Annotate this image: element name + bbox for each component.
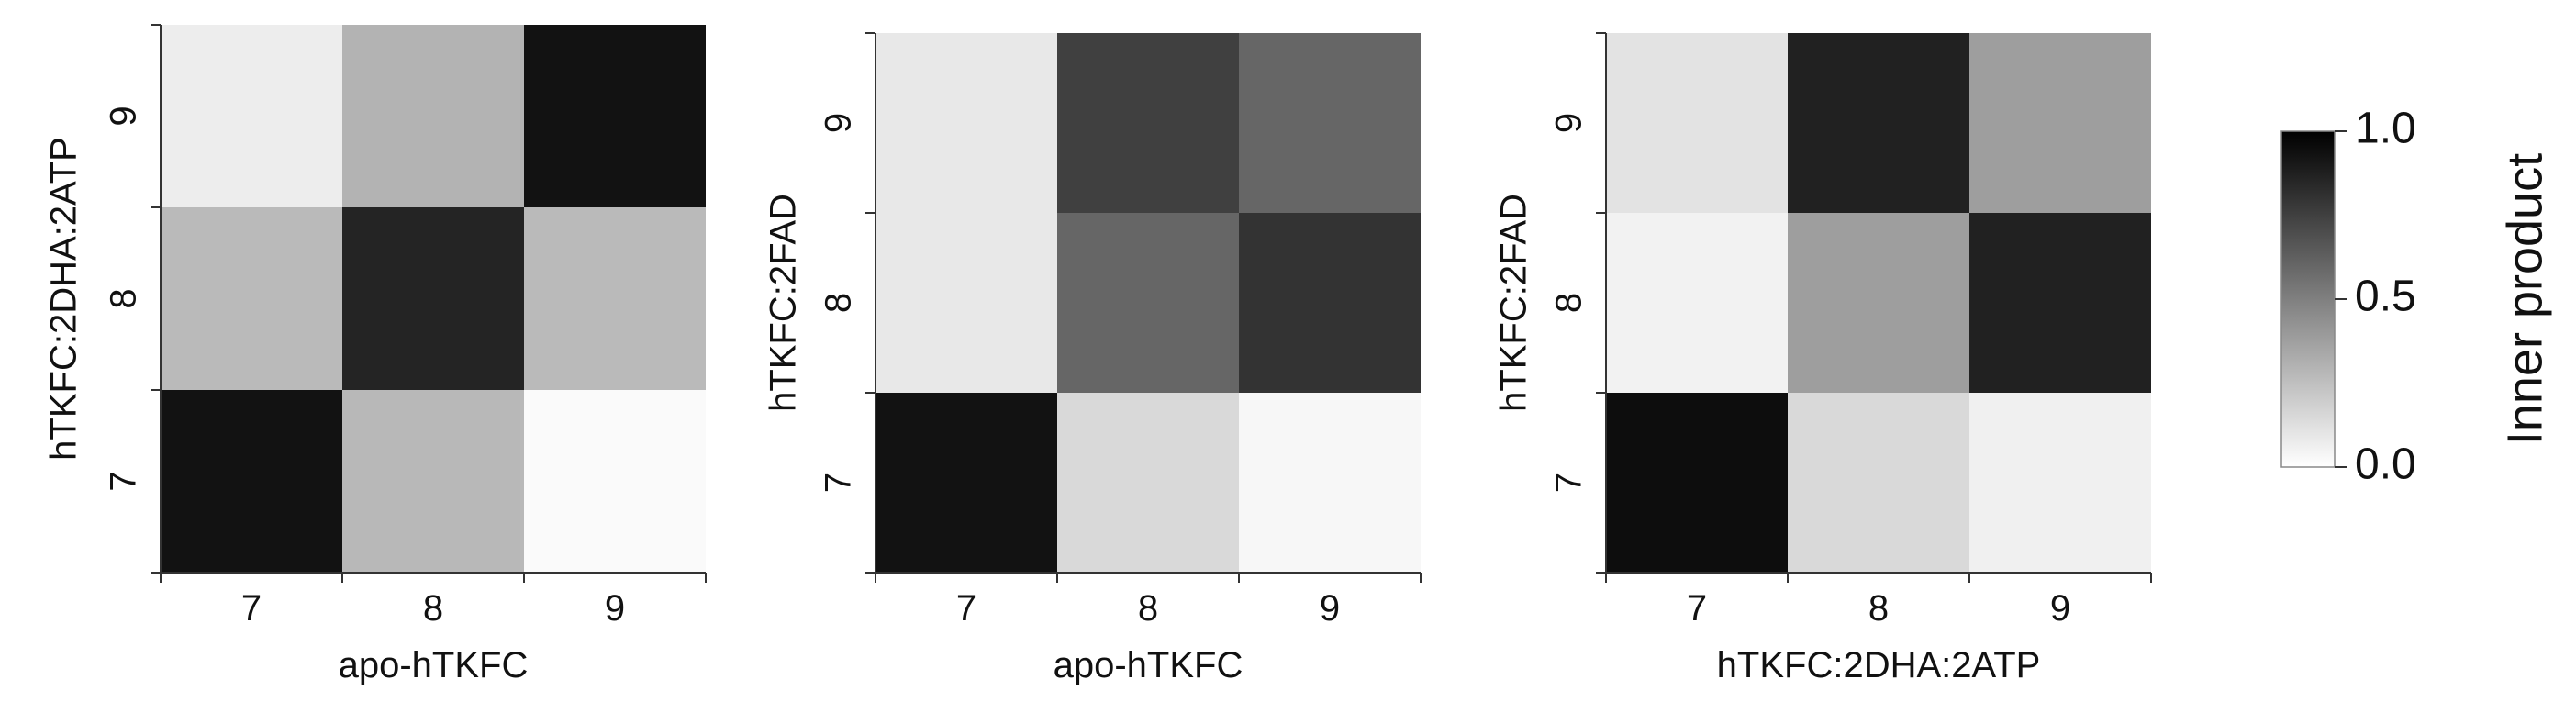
heatmap-cell-7-9 [1969, 393, 2151, 573]
heatmap-cell-7-9 [1239, 393, 1421, 573]
x-tick-label: 8 [1868, 588, 1889, 629]
colorbar-gradient [2280, 130, 2336, 468]
heatmap-cell-9-8 [342, 25, 524, 207]
y-tick-label: 8 [104, 288, 144, 308]
heatmap-cell-8-8 [1788, 213, 1969, 393]
colorbar-tick-label: 1.0 [2355, 105, 2416, 153]
heatmap-cell-9-7 [1606, 33, 1788, 213]
heatmap-cell-8-9 [1969, 213, 2151, 393]
y-tick-label: 9 [819, 113, 859, 133]
colorbar-tick-label: 0.5 [2355, 273, 2416, 321]
heatmap-cell-8-7 [161, 207, 342, 390]
y-axis-label: hTKFC:2FAD [764, 194, 804, 412]
heatmap-cell-9-9 [1239, 33, 1421, 213]
x-tick-label: 7 [956, 588, 976, 629]
y-tick-label: 7 [104, 471, 144, 491]
heatmap-cell-8-8 [1057, 213, 1239, 393]
heatmap-cell-9-9 [524, 25, 706, 207]
colorbar-label: Inner product [2497, 153, 2552, 445]
x-tick-label: 7 [1687, 588, 1707, 629]
x-axis-label: apo-hTKFC [339, 645, 529, 685]
y-tick-label: 7 [819, 473, 859, 493]
heatmap-cell-9-7 [875, 33, 1057, 213]
y-axis-label: hTKFC:2DHA:2ATP [44, 137, 84, 461]
heatmap-cell-8-8 [342, 207, 524, 390]
heatmap-panel-1: 7 8 9 7 8 9 apo-hTKFC hTKFC:2DHA:2ATP [44, 24, 707, 685]
y-tick-label: 7 [1549, 473, 1589, 493]
heatmap-cell-9-8 [1788, 33, 1969, 213]
x-tick-label: 7 [241, 588, 262, 629]
heatmap-cell-7-9 [524, 390, 706, 573]
heatmap-cell-7-7 [875, 393, 1057, 573]
x-tick-label: 8 [423, 588, 443, 629]
x-tick-label: 9 [1320, 588, 1340, 629]
heatmap-cell-7-7 [161, 390, 342, 573]
heatmap-cell-9-7 [161, 25, 342, 207]
heatmap-cell-9-9 [1969, 33, 2151, 213]
heatmap-cell-7-7 [1606, 393, 1788, 573]
heatmap-cell-8-7 [1606, 213, 1788, 393]
x-tick-label: 9 [2050, 588, 2070, 629]
y-tick-label: 8 [1549, 293, 1589, 313]
colorbar-tick-label: 0.0 [2355, 440, 2416, 489]
heatmap-cell-7-8 [342, 390, 524, 573]
x-axis-label: apo-hTKFC [1054, 645, 1243, 685]
x-tick-label: 9 [605, 588, 625, 629]
colorbar: 1.0 0.5 0.0 Inner product [2280, 105, 2552, 489]
y-tick-label: 9 [1549, 113, 1589, 133]
heatmap-cell-8-9 [524, 207, 706, 390]
heatmap-cell-7-8 [1057, 393, 1239, 573]
heatmap-cell-8-9 [1239, 213, 1421, 393]
heatmap-cell-7-8 [1788, 393, 1969, 573]
y-tick-label: 8 [819, 293, 859, 313]
heatmap-cell-9-8 [1057, 33, 1239, 213]
x-tick-label: 8 [1138, 588, 1158, 629]
y-tick-label: 9 [104, 106, 144, 126]
y-axis-label: hTKFC:2FAD [1494, 194, 1534, 412]
x-axis-label: hTKFC:2DHA:2ATP [1717, 645, 2041, 685]
heatmap-panel-2: 7 8 9 7 8 9 apo-hTKFC hTKFC:2FAD [764, 32, 1422, 685]
heatmap-cell-8-7 [875, 213, 1057, 393]
